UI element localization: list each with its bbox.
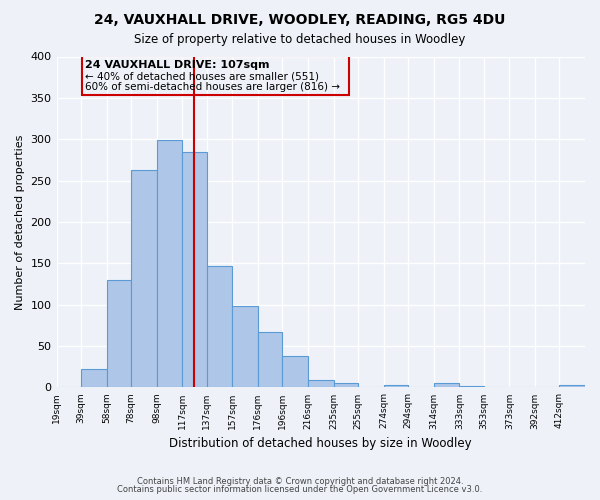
Bar	[206, 266, 232, 388]
Text: 60% of semi-detached houses are larger (816) →: 60% of semi-detached houses are larger (…	[85, 82, 340, 92]
Bar	[383, 385, 408, 388]
Bar	[232, 306, 258, 388]
Text: ← 40% of detached houses are smaller (551): ← 40% of detached houses are smaller (55…	[85, 72, 319, 82]
Bar	[131, 170, 157, 388]
Bar	[434, 384, 459, 388]
Bar	[282, 356, 308, 388]
Bar	[157, 140, 182, 388]
Bar	[459, 386, 484, 388]
Bar	[308, 380, 334, 388]
Bar	[81, 369, 107, 388]
Text: 24 VAUXHALL DRIVE: 107sqm: 24 VAUXHALL DRIVE: 107sqm	[85, 60, 269, 70]
Bar	[82, 56, 349, 96]
Bar	[107, 280, 131, 388]
Text: 24, VAUXHALL DRIVE, WOODLEY, READING, RG5 4DU: 24, VAUXHALL DRIVE, WOODLEY, READING, RG…	[94, 12, 506, 26]
Bar	[559, 385, 585, 388]
Bar	[182, 152, 206, 388]
Bar	[334, 384, 358, 388]
Y-axis label: Number of detached properties: Number of detached properties	[15, 134, 25, 310]
Bar	[258, 332, 282, 388]
Text: Contains HM Land Registry data © Crown copyright and database right 2024.: Contains HM Land Registry data © Crown c…	[137, 477, 463, 486]
Text: Contains public sector information licensed under the Open Government Licence v3: Contains public sector information licen…	[118, 484, 482, 494]
X-axis label: Distribution of detached houses by size in Woodley: Distribution of detached houses by size …	[169, 437, 472, 450]
Text: Size of property relative to detached houses in Woodley: Size of property relative to detached ho…	[134, 32, 466, 46]
